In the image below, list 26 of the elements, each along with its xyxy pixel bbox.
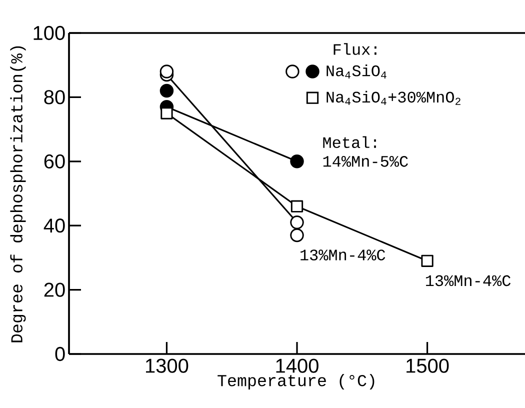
y-tick-label: 80: [44, 90, 65, 104]
y-tick-label: 60: [44, 154, 65, 168]
point: [421, 254, 434, 267]
point: [290, 154, 304, 168]
y-tick-label: 100: [34, 26, 65, 40]
annotation: 13%Mn-4%C: [426, 275, 511, 286]
y-axis-title: Degree of dephosphorization(%): [10, 46, 26, 342]
y-tick-label: 20: [44, 282, 65, 297]
point: [290, 228, 304, 242]
point: [160, 107, 173, 120]
annotation: 14%Mn-5%C: [323, 156, 408, 167]
point: [160, 84, 174, 98]
legend-title: Flux:: [334, 43, 376, 55]
x-tick-label: 1500: [406, 358, 449, 373]
x-tick-label: 1400: [276, 358, 318, 373]
point: [290, 200, 304, 212]
y-tick-label: 40: [44, 218, 65, 233]
annotation: Metal:: [323, 136, 376, 148]
x-axis-title: Temperature (°C): [218, 374, 374, 390]
y-tick-label: 0: [55, 346, 65, 362]
point: [160, 64, 174, 78]
legend-label: Na$_{4}$SiO$_{4}$: [326, 64, 386, 79]
point: [290, 216, 304, 230]
x-tick-label: 1300: [146, 358, 188, 373]
legend-label: Na$_{4}$SiO$_{4}$+30%MnO$_{2}$: [326, 90, 460, 105]
annotation: 13%Mn-4%C: [300, 250, 386, 260]
